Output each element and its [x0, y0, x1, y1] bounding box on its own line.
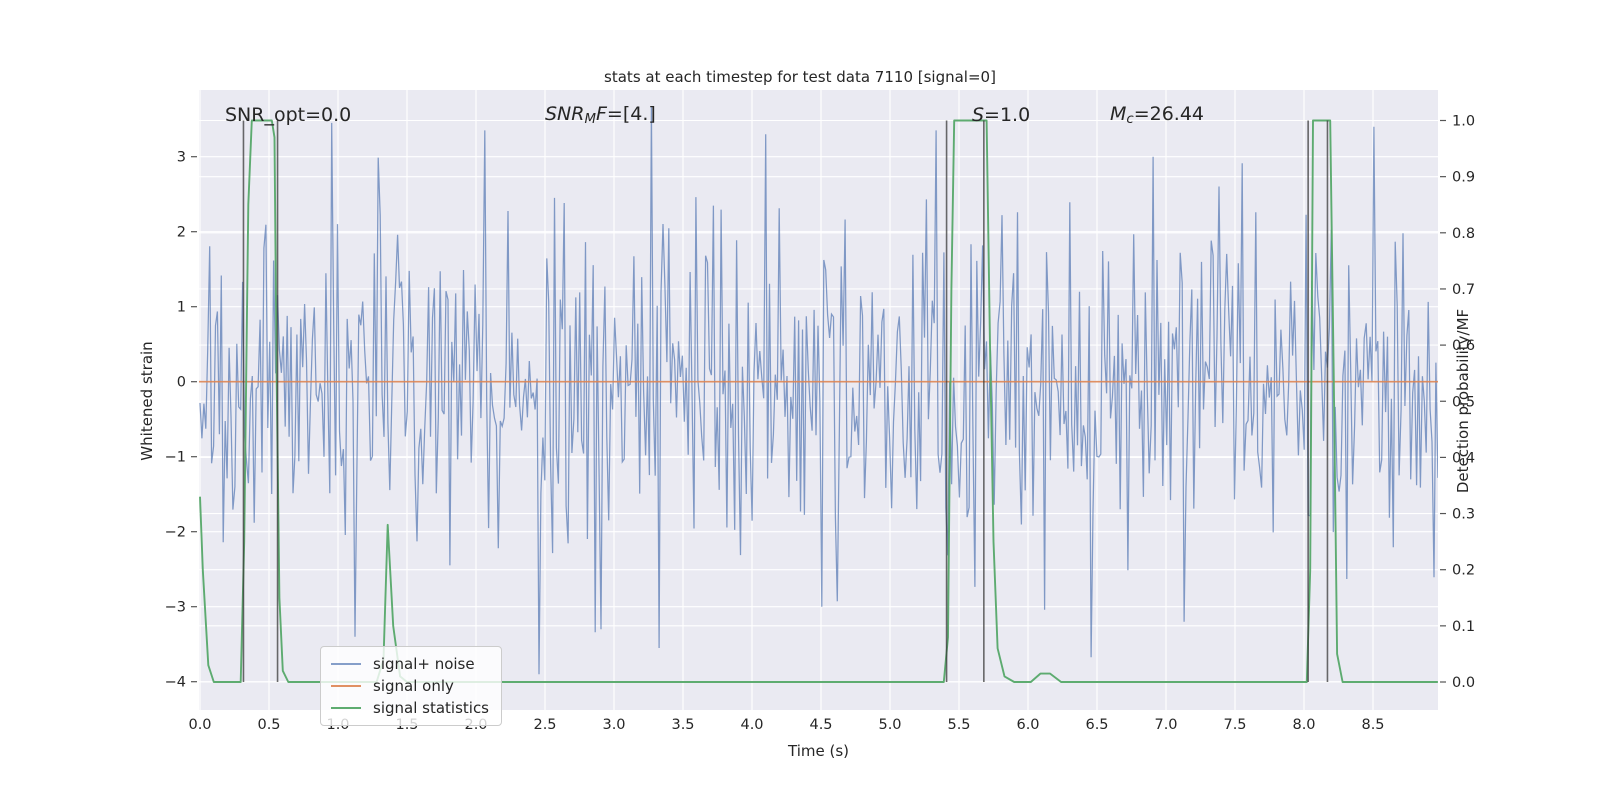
y-tick-label-left: 2	[177, 225, 186, 241]
annotation-part: =[4.]	[606, 103, 656, 126]
annotation-part: c	[1126, 112, 1134, 128]
y-tick-label-right: 0.8	[1452, 226, 1475, 242]
annotation-part: M	[584, 112, 596, 128]
x-tick-label: 5.5	[947, 717, 970, 733]
x-tick-label: 3.0	[602, 717, 625, 733]
annotation-part: =1.0	[984, 104, 1031, 127]
legend-item-signal-only: signal only	[331, 675, 489, 697]
x-tick-label: 4.5	[809, 717, 832, 733]
y-tick-label-right: 0.0	[1452, 675, 1475, 691]
annotation-mc: Mc=26.44	[1110, 103, 1204, 127]
annotation-snr-mf: SNRMF=[4.]	[545, 103, 656, 127]
y-tick-label-right: 0.5	[1452, 394, 1475, 410]
annotation-part: S	[971, 104, 985, 127]
x-tick-label: 8.0	[1292, 717, 1315, 733]
y-tick-label-right: 0.3	[1452, 507, 1475, 523]
y-tick-label-right: 1.0	[1452, 114, 1475, 130]
annotation-s: S=1.0	[972, 104, 1030, 126]
legend-item-signal-statistics: signal statistics	[331, 697, 489, 719]
legend-label-signal-only: signal only	[373, 677, 454, 695]
y-tick-label-right: 0.4	[1452, 450, 1475, 466]
annotation-part: F	[595, 103, 607, 126]
y-tick-label-left: 0	[177, 375, 186, 391]
x-tick-label: 0.5	[257, 717, 280, 733]
x-tick-label: 0.0	[188, 717, 211, 733]
x-tick-label: 3.5	[671, 717, 694, 733]
legend-line-signal-noise-icon	[331, 663, 361, 665]
x-tick-label: 7.0	[1154, 717, 1177, 733]
x-tick-label: 2.5	[533, 717, 556, 733]
y-tick-label-right: 0.7	[1452, 282, 1475, 298]
x-tick-label: 7.5	[1223, 717, 1246, 733]
y-tick-label-left: −1	[165, 450, 186, 466]
legend-line-signal-only-icon	[331, 685, 361, 687]
y-tick-label-left: −2	[165, 525, 186, 541]
annotation-part: =26.44	[1133, 103, 1205, 126]
y-axis-label-left: Whitened strain	[138, 341, 156, 461]
x-tick-label: 6.5	[1085, 717, 1108, 733]
y-tick-label-right: 0.9	[1452, 170, 1475, 186]
legend-item-signal-noise: signal+ noise	[331, 653, 489, 675]
y-axis-label-right: Detection probability/MF	[1454, 308, 1472, 494]
legend: signal+ noise signal only signal statist…	[320, 646, 503, 726]
x-tick-label: 8.5	[1361, 717, 1384, 733]
y-tick-label-left: −4	[165, 675, 186, 691]
y-tick-label-right: 0.6	[1452, 338, 1475, 354]
annotation-part: M	[1109, 103, 1127, 126]
annotation-part: SNR	[545, 103, 585, 126]
legend-label-signal-noise: signal+ noise	[373, 655, 475, 673]
y-tick-label-left: −3	[165, 600, 186, 616]
y-tick-label-right: 0.1	[1452, 619, 1475, 635]
y-tick-label-left: 3	[177, 150, 186, 166]
legend-label-signal-statistics: signal statistics	[373, 699, 490, 717]
annotation-part: SNR_opt=0.0	[224, 104, 352, 127]
x-tick-label: 4.0	[740, 717, 763, 733]
chart-title: stats at each timestep for test data 711…	[604, 68, 996, 86]
x-tick-label: 5.0	[878, 717, 901, 733]
legend-line-signal-statistics-icon	[331, 707, 361, 709]
x-axis-label: Time (s)	[788, 742, 849, 760]
annotation-snr-opt: SNR_opt=0.0	[225, 104, 351, 126]
y-tick-label-left: 1	[177, 300, 186, 316]
y-tick-label-right: 0.2	[1452, 563, 1475, 579]
x-tick-label: 6.0	[1016, 717, 1039, 733]
